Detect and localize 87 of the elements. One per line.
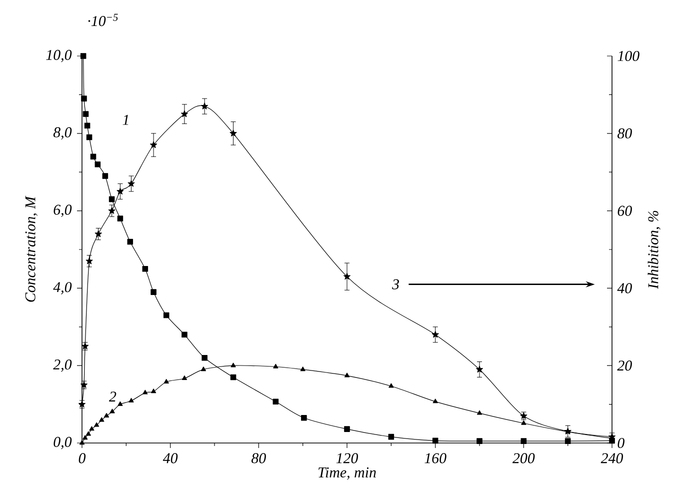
point [476, 410, 482, 415]
y-tick-label: 4,0 [53, 282, 72, 294]
y2-tick-label: 0 [618, 438, 624, 448]
point [86, 431, 91, 436]
point [432, 398, 438, 404]
y-tick-label: 8,0 [53, 127, 72, 140]
point [150, 141, 158, 148]
point [164, 378, 169, 384]
point [476, 438, 482, 444]
point [127, 238, 134, 245]
y-tick-label: 0,0 [54, 436, 72, 450]
point [82, 435, 88, 440]
annotation: 1 [122, 114, 128, 125]
point [86, 257, 93, 264]
point [163, 312, 170, 318]
point [128, 398, 134, 402]
point [272, 398, 279, 404]
point [78, 400, 86, 408]
point [388, 434, 394, 440]
point [344, 272, 351, 280]
y2-axis-title: Inhibition, % [648, 210, 660, 289]
point [110, 408, 115, 414]
y2-tick-label: 100 [618, 50, 640, 62]
point [90, 154, 96, 160]
point [142, 390, 148, 394]
y2-tick-label: 40 [617, 283, 632, 294]
point [151, 388, 156, 394]
point [182, 375, 188, 380]
point [201, 102, 208, 110]
point [99, 417, 104, 422]
point [150, 289, 156, 295]
point [94, 230, 102, 238]
point [82, 111, 89, 117]
point [108, 196, 115, 202]
x-tick-label: 80 [252, 453, 266, 464]
y-tick-label: 6,0 [54, 204, 72, 217]
point [80, 381, 88, 388]
point [388, 383, 394, 388]
point [117, 216, 124, 222]
point [344, 372, 350, 378]
y-tick-label: 2,0 [53, 359, 72, 372]
y-axis-title: Concentration, M [25, 196, 38, 302]
point [89, 426, 94, 431]
x-tick-label: 120 [336, 453, 358, 464]
point [118, 401, 123, 406]
point [81, 96, 87, 102]
annotation: 2 [109, 392, 116, 402]
point [200, 366, 206, 372]
x-axis-title: Time, min [318, 467, 376, 480]
point [84, 122, 90, 129]
point [142, 266, 148, 272]
y2-tick-label: 20 [617, 360, 632, 371]
point [182, 332, 188, 338]
y2-tick-label: 60 [618, 206, 632, 216]
point [300, 366, 306, 372]
x-tick-label: 240 [600, 453, 624, 464]
x-tick-label: 0 [78, 453, 86, 464]
point [94, 422, 100, 427]
point [108, 207, 116, 214]
y2-tick-label: 80 [618, 128, 632, 138]
x-tick-label: 40 [162, 453, 178, 464]
point [230, 362, 236, 368]
point [86, 134, 92, 140]
point [230, 130, 237, 136]
point [344, 426, 350, 432]
point [301, 414, 307, 421]
point [102, 173, 108, 179]
point [273, 364, 278, 368]
point [128, 180, 135, 187]
x-tick-label: 160 [424, 453, 446, 464]
y-tick-label: 10,0 [46, 50, 72, 62]
point [82, 342, 89, 350]
point [79, 440, 85, 445]
point [180, 110, 188, 118]
point [202, 354, 208, 361]
point [520, 438, 527, 444]
point [94, 161, 101, 168]
annotation: 3 [392, 279, 399, 290]
point [104, 413, 110, 418]
text: ·10$^{−5}$ [88, 14, 118, 26]
point [230, 374, 236, 380]
x-tick-label: 200 [512, 453, 535, 464]
point [80, 53, 86, 59]
point [476, 366, 484, 372]
point [432, 438, 438, 444]
point [432, 330, 439, 338]
point [116, 188, 124, 194]
